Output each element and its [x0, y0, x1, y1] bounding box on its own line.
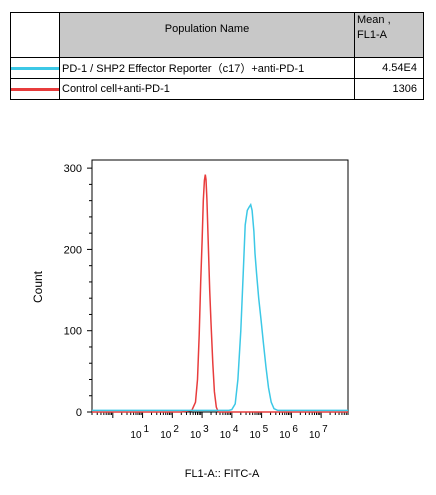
x-tick-label: 10 — [220, 430, 232, 441]
x-tick-label: 10 — [190, 430, 202, 441]
x-tick-exponent: 1 — [144, 424, 150, 435]
x-tick-label: 10 — [249, 430, 261, 441]
y-axis-label: Count — [31, 270, 45, 303]
header-mean: Mean , FL1-A — [354, 12, 424, 58]
row-population-name: Control cell+anti-PD-1 — [59, 78, 355, 100]
series-color-swatch — [11, 87, 59, 91]
table-row: PD-1 / SHP2 Effector Reporter（c17）+anti-… — [10, 57, 424, 79]
row-swatch-cell — [10, 78, 60, 100]
header-mean-line2: FL1-A — [357, 29, 387, 41]
x-tick-exponent: 5 — [263, 424, 269, 435]
x-tick-exponent: 3 — [203, 424, 209, 435]
y-tick-label: 300 — [64, 163, 82, 175]
x-tick-label: 10 — [279, 430, 291, 441]
header-population-name: Population Name — [59, 12, 355, 58]
x-tick-exponent: 7 — [322, 424, 328, 435]
y-tick-label: 100 — [64, 326, 82, 338]
table-row: Control cell+anti-PD-1 1306 — [10, 78, 424, 100]
header-mean-line1: Mean , — [357, 14, 391, 26]
table-header-row: Population Name Mean , FL1-A — [10, 12, 424, 58]
x-axis-label: FL1-A:: FITC-A — [185, 468, 260, 480]
row-mean-value: 4.54E4 — [354, 57, 424, 79]
y-tick-label: 0 — [76, 407, 82, 419]
row-swatch-cell — [10, 57, 60, 79]
series-color-swatch — [11, 66, 59, 70]
row-population-name: PD-1 / SHP2 Effector Reporter（c17）+anti-… — [59, 57, 355, 79]
x-tick-exponent: 6 — [292, 424, 298, 435]
header-swatch-cell — [10, 12, 60, 58]
x-tick-label: 10 — [130, 430, 142, 441]
population-legend-table: Population Name Mean , FL1-A PD-1 / SHP2… — [10, 12, 424, 100]
plot-frame — [91, 159, 349, 413]
series-line — [92, 174, 348, 413]
y-tick-label: 200 — [64, 244, 82, 256]
x-tick-exponent: 4 — [233, 424, 239, 435]
x-tick-label: 10 — [309, 430, 321, 441]
row-mean-value: 1306 — [354, 78, 424, 100]
x-tick-label: 10 — [160, 430, 172, 441]
series-line — [92, 202, 348, 412]
x-tick-exponent: 2 — [173, 424, 179, 435]
